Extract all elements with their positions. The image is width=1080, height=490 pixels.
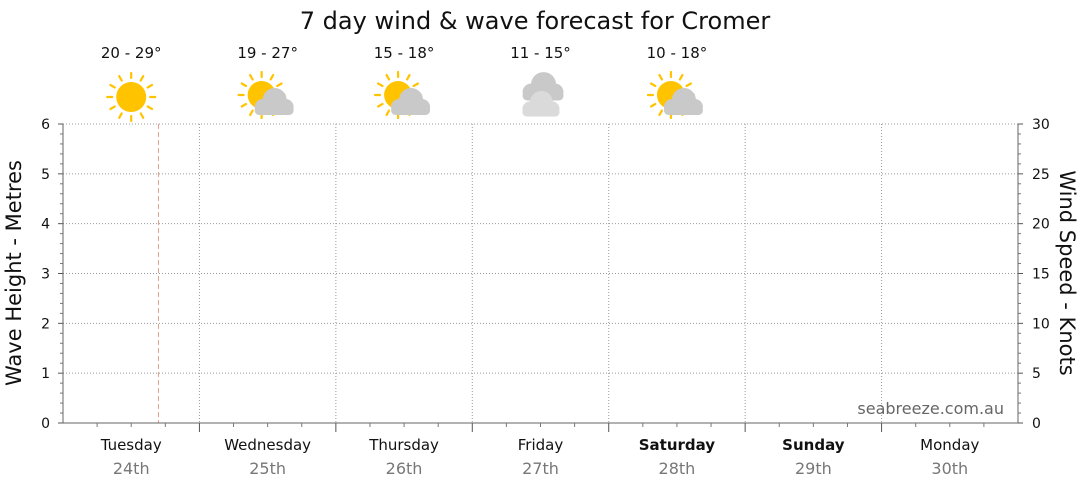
- sun-ray: [146, 105, 154, 111]
- sun-ray: [649, 102, 657, 108]
- day-date-label: 30th: [931, 459, 968, 478]
- right-tick-label: 30: [1032, 117, 1050, 133]
- sun-ray: [146, 83, 154, 89]
- watermark: seabreeze.com.au: [857, 399, 1004, 418]
- cloud-base: [391, 106, 431, 115]
- day-name-label: Monday: [920, 436, 979, 454]
- sun-ray: [249, 73, 254, 81]
- left-axis-title: Wave Height - Metres: [2, 160, 26, 386]
- sun-ray: [685, 82, 692, 88]
- temperature-range: 11 - 15°: [510, 44, 571, 62]
- right-axis-title: Wind Speed - Knots: [1055, 170, 1079, 375]
- chart-axes: 0 01 52 103 154 205 256 30: [41, 117, 1050, 432]
- sun-ray: [412, 82, 420, 88]
- day-date-label: 29th: [795, 459, 832, 478]
- day-name-label: Thursday: [368, 436, 439, 454]
- sun-ray: [649, 82, 657, 88]
- left-tick-label: 3: [41, 267, 50, 283]
- sun-ray: [118, 75, 123, 82]
- left-tick-label: 5: [41, 167, 50, 183]
- day-name-label: Wednesday: [224, 436, 311, 454]
- sun-ray: [139, 75, 145, 82]
- sun-ray: [269, 73, 275, 81]
- sun-ray: [405, 73, 411, 81]
- day-name-label: Friday: [518, 436, 564, 454]
- sun-ray: [385, 109, 391, 117]
- left-tick-label: 0: [41, 416, 50, 432]
- temperature-range: 19 - 27°: [237, 44, 298, 62]
- sun-disc: [116, 82, 147, 112]
- right-tick-label: 20: [1032, 217, 1050, 233]
- temperature-range: 15 - 18°: [374, 44, 435, 62]
- sun-ray: [385, 73, 391, 81]
- chart-title: 7 day wind & wave forecast for Cromer: [300, 7, 771, 35]
- right-tick-label: 10: [1032, 316, 1050, 332]
- day-name-label: Tuesday: [100, 436, 162, 454]
- sun-ray: [377, 102, 384, 108]
- forecast-icons: 20 - 29° 19 - 27° 15 - 18° 11 - 15° 10 - 18°: [101, 44, 708, 123]
- temperature-range: 20 - 29°: [101, 44, 162, 62]
- left-tick-label: 6: [41, 117, 50, 133]
- day-date-label: 27th: [522, 459, 559, 478]
- sun-ray: [118, 112, 123, 119]
- cloudy-icon: [522, 72, 564, 117]
- cloud-base: [254, 106, 294, 115]
- sun-ray: [139, 112, 145, 119]
- sun-ray: [276, 82, 283, 88]
- cloud-base: [663, 106, 703, 115]
- day-labels: Tuesday 24th Wednesday 25th Thursday 26th Frid…: [100, 436, 980, 478]
- sun-ray: [658, 73, 664, 81]
- sun-ray: [240, 102, 248, 108]
- left-tick-label: 1: [41, 366, 50, 382]
- day-name-label: Saturday: [639, 436, 716, 454]
- sun-ray: [678, 73, 684, 81]
- chart-grid: [63, 123, 1018, 423]
- right-tick-label: 5: [1032, 366, 1041, 382]
- sunny-icon: [106, 71, 157, 123]
- sun-ray: [377, 82, 384, 88]
- sun-ray: [109, 83, 116, 89]
- day-date-label: 25th: [249, 459, 286, 478]
- day-date-label: 26th: [386, 459, 423, 478]
- temperature-range: 10 - 18°: [647, 44, 708, 62]
- right-tick-label: 25: [1032, 167, 1050, 183]
- left-tick-label: 4: [41, 217, 50, 233]
- partly-cloudy-icon: [373, 70, 431, 120]
- sun-ray: [240, 82, 248, 88]
- partly-cloudy-icon: [646, 70, 703, 120]
- day-date-label: 24th: [113, 459, 150, 478]
- right-tick-label: 0: [1032, 416, 1041, 432]
- right-tick-label: 15: [1032, 267, 1050, 283]
- sun-ray: [658, 109, 664, 117]
- left-tick-label: 2: [41, 316, 50, 332]
- day-date-label: 28th: [659, 459, 696, 478]
- partly-cloudy-icon: [237, 70, 294, 120]
- sun-ray: [109, 105, 116, 111]
- cloud-base: [522, 108, 560, 117]
- sun-ray: [249, 109, 254, 117]
- day-name-label: Sunday: [782, 436, 845, 454]
